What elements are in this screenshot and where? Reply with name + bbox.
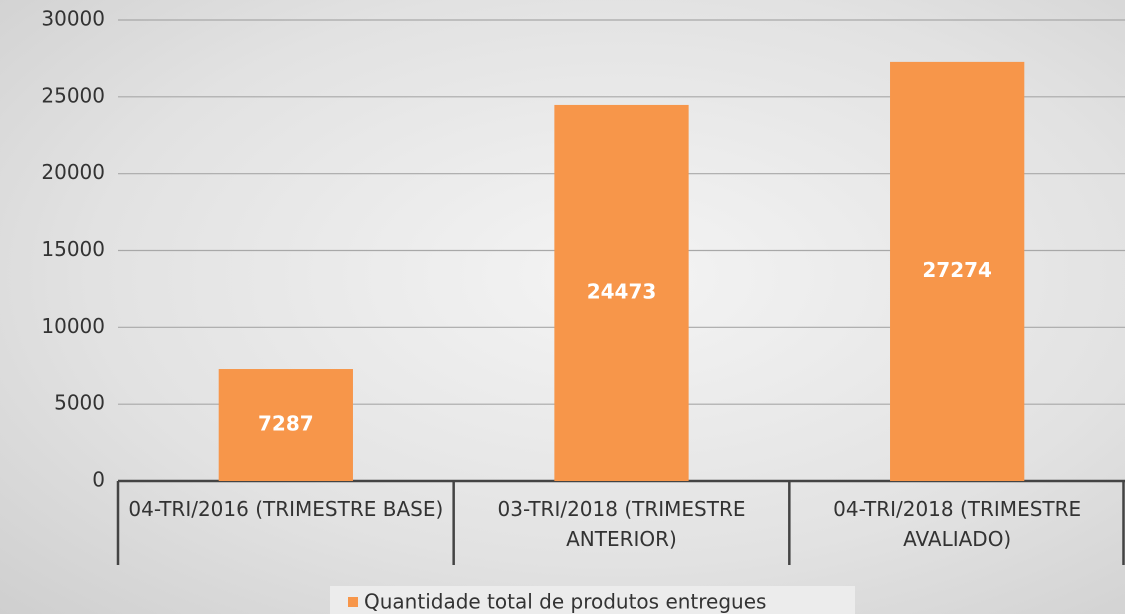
x-tick-label: 04-TRI/2018 (TRIMESTRE AVALIADO)	[833, 497, 1082, 551]
data-label: 27274	[922, 258, 992, 282]
y-tick-label: 25000	[41, 83, 105, 107]
legend-swatch	[348, 597, 358, 607]
y-tick-label: 0	[92, 468, 105, 492]
bar	[890, 61, 1025, 482]
y-tick-label: 10000	[41, 314, 105, 338]
legend-box	[330, 586, 855, 614]
bar	[554, 104, 689, 481]
x-tick-label: 03-TRI/2018 (TRIMESTRE ANTERIOR)	[497, 497, 746, 551]
data-label: 24473	[587, 279, 657, 303]
legend-label: Quantidade total de produtos entregues	[364, 590, 766, 614]
y-tick-label: 5000	[54, 391, 105, 415]
y-tick-label: 20000	[41, 160, 105, 184]
y-tick-label: 15000	[41, 237, 105, 261]
bar	[218, 369, 353, 481]
x-tick-label: 04-TRI/2016 (TRIMESTRE BASE)	[128, 497, 444, 521]
data-label: 7287	[258, 412, 314, 436]
y-tick-label: 30000	[41, 7, 105, 31]
